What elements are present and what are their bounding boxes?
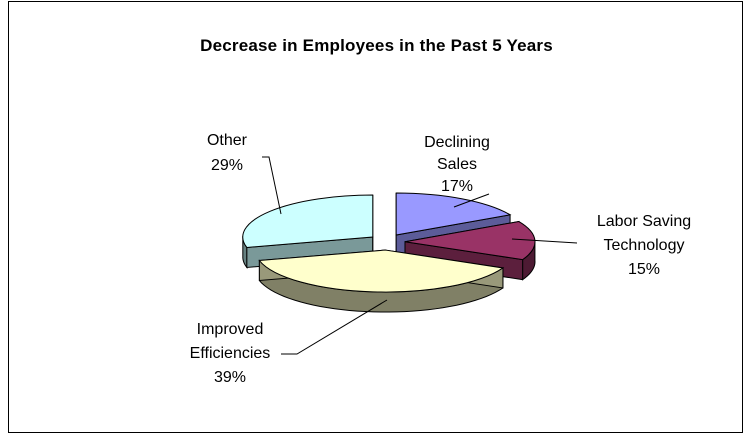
chart-title: Decrease in Employees in the Past 5 Year… (200, 36, 553, 55)
pie-chart: Declining Sales 17% Labor Saving Technol… (190, 132, 691, 386)
leader-line-improved (281, 299, 388, 355)
pie-slices (242, 192, 536, 313)
leader-line-declining-sales (453, 193, 490, 208)
label-other-line1: Other (207, 132, 248, 149)
chart-frame: Decrease in Employees in the Past 5 Year… (8, 1, 743, 433)
label-declining-sales-line1: Declining (424, 134, 490, 151)
slice-other (242, 194, 374, 249)
leader-line-labor-saving (511, 238, 578, 244)
label-improved-line2: Efficiencies (190, 345, 271, 362)
label-other-pct: 29% (211, 157, 243, 174)
label-improved-pct: 39% (214, 369, 246, 386)
label-labor-saving-line2: Technology (604, 237, 685, 254)
label-labor-saving-line1: Labor Saving (597, 213, 691, 230)
label-labor-saving-pct: 15% (628, 261, 660, 278)
label-improved-line1: Improved (197, 321, 264, 338)
leader-line-other (262, 156, 282, 215)
label-declining-sales-line2: Sales (437, 156, 477, 173)
label-declining-sales-pct: 17% (441, 178, 473, 195)
slice-declining-sales (395, 192, 512, 236)
slice-improved-efficiencies (258, 249, 505, 293)
